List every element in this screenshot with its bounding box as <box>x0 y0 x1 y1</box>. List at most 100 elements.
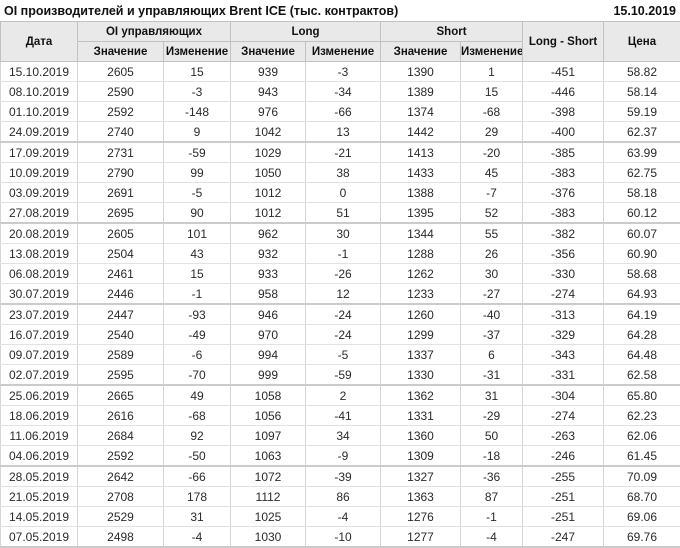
cell-long-change: 34 <box>304 425 382 446</box>
cell-oi-change: -50 <box>163 445 231 467</box>
cell-long-short: -304 <box>522 385 605 406</box>
cell-short-value: 1337 <box>380 344 462 365</box>
cell-date: 23.07.2019 <box>0 304 78 325</box>
table-row: 30.07.2019 2446 -1 958 12 1233 -27 -274 64.93 <box>0 283 680 305</box>
cell-long-short: -400 <box>522 121 605 143</box>
cell-short-value: 1344 <box>380 223 462 244</box>
cell-date: 24.09.2019 <box>0 121 78 143</box>
cell-long-value: 970 <box>230 324 306 345</box>
col-header-long-change: Изменение <box>304 41 382 62</box>
cell-short-value: 1262 <box>380 263 462 284</box>
cell-short-value: 1362 <box>380 385 462 406</box>
cell-short-value: 1388 <box>380 182 462 203</box>
cell-long-change: -34 <box>304 81 382 102</box>
cell-long-short: -274 <box>522 283 605 305</box>
cell-short-value: 1433 <box>380 162 462 183</box>
cell-long-value: 1042 <box>230 121 306 143</box>
cell-oi-value: 2529 <box>77 506 164 527</box>
cell-short-change: 87 <box>460 486 524 507</box>
table-row: 01.10.2019 2592 -148 976 -66 1374 -68 -398 59.19 <box>0 101 680 122</box>
cell-long-value: 1050 <box>230 162 306 183</box>
cell-long-change: -59 <box>304 364 382 386</box>
cell-long-value: 999 <box>230 364 306 386</box>
cell-date: 02.07.2019 <box>0 364 78 386</box>
cell-oi-value: 2595 <box>77 364 164 386</box>
col-header-short-value: Значение <box>380 41 462 62</box>
cell-price: 64.19 <box>603 304 680 325</box>
cell-date: 30.07.2019 <box>0 283 78 305</box>
table-row: 16.07.2019 2540 -49 970 -24 1299 -37 -329 64.28 <box>0 324 680 345</box>
cell-date: 01.10.2019 <box>0 101 78 122</box>
cell-oi-value: 2592 <box>77 101 164 122</box>
cell-short-value: 1363 <box>380 486 462 507</box>
cell-price: 60.90 <box>603 243 680 264</box>
cell-short-change: 6 <box>460 344 524 365</box>
cell-price: 62.06 <box>603 425 680 446</box>
cell-long-value: 962 <box>230 223 306 244</box>
cell-oi-change: 49 <box>163 385 231 406</box>
cell-date: 15.10.2019 <box>0 61 78 82</box>
cell-oi-change: -59 <box>163 142 231 163</box>
cell-long-value: 1072 <box>230 466 306 487</box>
cell-price: 68.70 <box>603 486 680 507</box>
col-header-oi-value: Значение <box>77 41 164 62</box>
cell-long-value: 976 <box>230 101 306 122</box>
cell-long-value: 958 <box>230 283 306 305</box>
cell-long-value: 1012 <box>230 182 306 203</box>
cell-price: 61.45 <box>603 445 680 467</box>
cell-short-value: 1288 <box>380 243 462 264</box>
cell-short-value: 1374 <box>380 101 462 122</box>
cell-short-value: 1360 <box>380 425 462 446</box>
cell-oi-change: 43 <box>163 243 231 264</box>
table-row: 02.07.2019 2595 -70 999 -59 1330 -31 -331 62.58 <box>0 364 680 386</box>
cell-long-short: -313 <box>522 304 605 325</box>
cell-long-short: -356 <box>522 243 605 264</box>
cell-oi-value: 2504 <box>77 243 164 264</box>
cell-oi-value: 2447 <box>77 304 164 325</box>
cell-short-change: 31 <box>460 385 524 406</box>
cell-price: 59.19 <box>603 101 680 122</box>
cell-oi-change: 92 <box>163 425 231 446</box>
col-header-short-change: Изменение <box>460 41 524 62</box>
cell-long-change: 86 <box>304 486 382 507</box>
cell-date: 14.05.2019 <box>0 506 78 527</box>
header-row-sub: Значение Изменение Значение Изменение Зн… <box>1 41 680 62</box>
col-header-price: Цена <box>603 21 680 62</box>
cell-oi-value: 2731 <box>77 142 164 163</box>
cell-long-value: 946 <box>230 304 306 325</box>
cell-date: 10.09.2019 <box>0 162 78 183</box>
cell-long-short: -382 <box>522 223 605 244</box>
cell-long-value: 1097 <box>230 425 306 446</box>
cell-short-value: 1276 <box>380 506 462 527</box>
cell-long-change: 13 <box>304 121 382 143</box>
cell-date: 03.09.2019 <box>0 182 78 203</box>
cell-long-change: -24 <box>304 304 382 325</box>
cell-short-value: 1327 <box>380 466 462 487</box>
cell-date: 17.09.2019 <box>0 142 78 163</box>
cell-oi-change: 90 <box>163 202 231 224</box>
cell-oi-change: -148 <box>163 101 231 122</box>
cell-long-change: -26 <box>304 263 382 284</box>
col-header-long-value: Значение <box>230 41 306 62</box>
table-row: 14.05.2019 2529 31 1025 -4 1276 -1 -251 69.06 <box>0 506 680 527</box>
cell-date: 16.07.2019 <box>0 324 78 345</box>
cell-oi-value: 2605 <box>77 223 164 244</box>
cell-short-change: -1 <box>460 506 524 527</box>
table-row: 23.07.2019 2447 -93 946 -24 1260 -40 -313 64.19 <box>0 304 680 325</box>
cell-short-change: 15 <box>460 81 524 102</box>
cell-short-change: -18 <box>460 445 524 467</box>
cell-long-change: -41 <box>304 405 382 426</box>
cell-short-change: -27 <box>460 283 524 305</box>
cell-price: 62.75 <box>603 162 680 183</box>
cell-long-short: -343 <box>522 344 605 365</box>
cell-short-change: -36 <box>460 466 524 487</box>
cell-long-short: -376 <box>522 182 605 203</box>
table-header: Дата OI управляющих Long Short Long - Sh… <box>0 21 680 62</box>
table-row: 13.08.2019 2504 43 932 -1 1288 26 -356 60.90 <box>0 243 680 264</box>
table-row: 06.08.2019 2461 15 933 -26 1262 30 -330 58.68 <box>0 263 680 284</box>
cell-short-value: 1260 <box>380 304 462 325</box>
table-row: 20.08.2019 2605 101 962 30 1344 55 -382 60.07 <box>0 223 680 244</box>
cell-oi-change: 101 <box>163 223 231 244</box>
cell-long-short: -246 <box>522 445 605 467</box>
cell-short-change: 29 <box>460 121 524 143</box>
